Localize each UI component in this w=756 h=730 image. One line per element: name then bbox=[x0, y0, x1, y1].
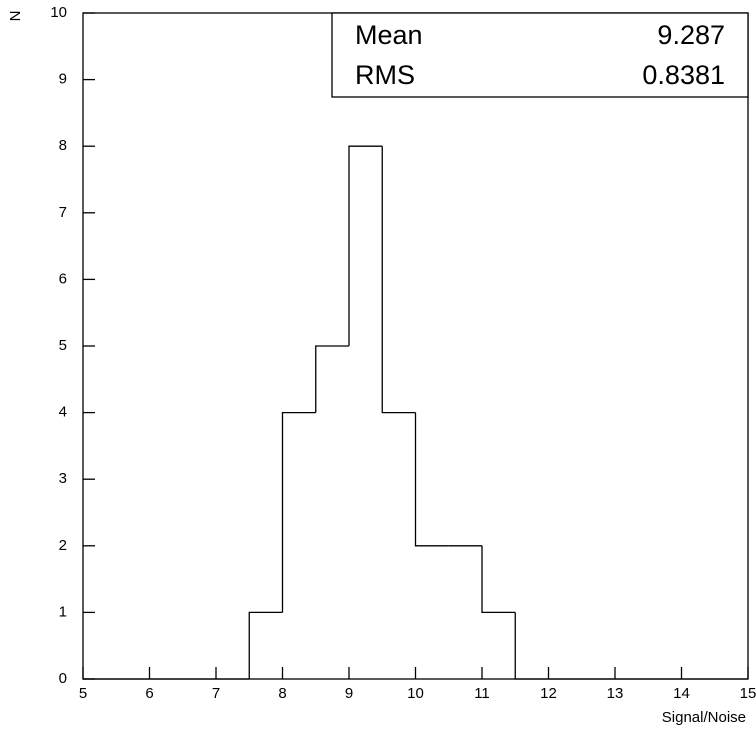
x-tick-label: 15 bbox=[740, 685, 756, 702]
y-tick-label: 1 bbox=[59, 603, 67, 620]
x-tick-label: 10 bbox=[407, 685, 424, 702]
x-tick-label: 6 bbox=[145, 685, 153, 702]
y-tick-label: 4 bbox=[59, 404, 67, 421]
y-tick-label: 0 bbox=[59, 670, 67, 687]
stats-box bbox=[331, 12, 749, 98]
y-tick-label: 7 bbox=[59, 204, 67, 221]
y-tick-label: 9 bbox=[59, 71, 67, 88]
stat-label: RMS bbox=[355, 60, 415, 90]
x-tick-label: 12 bbox=[540, 685, 557, 702]
histogram-bin bbox=[414, 412, 449, 547]
histogram-bin bbox=[248, 611, 283, 679]
y-axis-label: N bbox=[7, 11, 24, 22]
y-tick-label: 6 bbox=[59, 270, 67, 287]
x-tick-label: 11 bbox=[474, 685, 490, 702]
plot-frame bbox=[82, 12, 749, 680]
x-tick-label: 9 bbox=[345, 685, 353, 702]
stat-label: Mean bbox=[355, 20, 423, 50]
y-tick-label: 3 bbox=[59, 470, 67, 487]
stat-value: 9.287 bbox=[657, 20, 725, 50]
y-tick-label: 2 bbox=[59, 537, 67, 554]
histogram-bin bbox=[281, 411, 316, 613]
x-axis-label: Signal/Noise bbox=[662, 709, 746, 726]
histogram-bin bbox=[315, 345, 349, 413]
histogram-bin bbox=[381, 146, 416, 414]
histogram-bin bbox=[481, 545, 516, 614]
histogram-bin bbox=[514, 612, 549, 680]
histogram-bin bbox=[348, 145, 383, 346]
y-tick-label: 5 bbox=[59, 337, 67, 354]
y-tick-label: 10 bbox=[50, 4, 67, 21]
stat-value: 0.8381 bbox=[642, 60, 725, 90]
x-tick-label: 5 bbox=[79, 685, 87, 702]
y-tick-label: 8 bbox=[59, 137, 67, 154]
x-tick-label: 7 bbox=[212, 685, 220, 702]
x-tick-label: 14 bbox=[673, 685, 690, 702]
x-tick-label: 13 bbox=[607, 685, 624, 702]
x-tick-label: 8 bbox=[278, 685, 286, 702]
